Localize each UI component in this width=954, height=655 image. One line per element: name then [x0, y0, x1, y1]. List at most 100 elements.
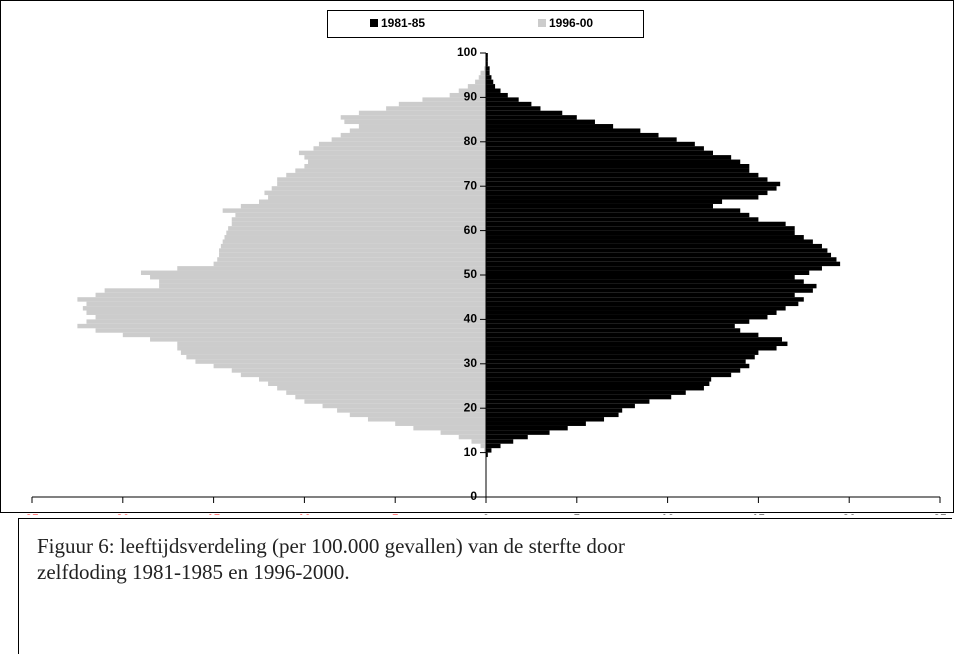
bar: [486, 359, 746, 364]
bar: [486, 190, 768, 196]
bar: [486, 301, 799, 307]
bar: [295, 394, 486, 400]
bar: [486, 439, 514, 444]
y-tick-label: 80: [464, 134, 478, 148]
bar: [486, 421, 586, 426]
bar: [458, 434, 486, 440]
bar: [228, 226, 487, 231]
bar: [486, 390, 686, 395]
bar: [486, 177, 768, 182]
bar: [486, 261, 841, 267]
bar: [486, 70, 490, 76]
bar: [486, 146, 704, 151]
bar: [486, 132, 659, 138]
bar: [219, 252, 486, 258]
bar: [349, 412, 486, 418]
bar: [259, 199, 486, 204]
bar: [486, 403, 635, 409]
bar: [486, 235, 804, 240]
bar: [486, 203, 713, 209]
bar: [486, 248, 828, 253]
bar: [486, 124, 614, 129]
bar: [486, 354, 755, 360]
bar: [486, 266, 822, 271]
bar: [159, 279, 486, 284]
bar: [486, 199, 723, 204]
bar: [486, 164, 750, 169]
bar: [277, 181, 486, 187]
bar: [486, 84, 496, 89]
bar: [484, 66, 486, 71]
y-tick-label: 50: [464, 267, 478, 281]
bar: [486, 239, 813, 244]
bar: [486, 323, 735, 329]
legend-label: 1996-00: [549, 16, 593, 30]
bar: [486, 288, 813, 293]
bar: [486, 110, 563, 116]
bar: [177, 266, 486, 271]
bar: [413, 425, 486, 431]
bar: [486, 208, 741, 213]
bar: [486, 221, 786, 227]
bar: [486, 106, 541, 111]
bar: [349, 128, 486, 133]
bar: [486, 217, 759, 222]
bar: [240, 203, 486, 209]
bar: [77, 323, 487, 329]
bar: [486, 430, 550, 435]
bar: [177, 346, 486, 351]
legend-swatch: [370, 19, 378, 27]
bar: [486, 346, 777, 351]
bar: [150, 275, 487, 280]
bar: [337, 408, 486, 413]
bar: [486, 155, 732, 160]
bar: [486, 195, 759, 200]
bar: [95, 292, 486, 298]
bar: [367, 417, 486, 422]
bar: [475, 79, 486, 85]
x-tick-label: 0: [483, 512, 490, 515]
bar: [486, 283, 817, 289]
bar: [177, 341, 486, 347]
bar: [486, 332, 759, 338]
bar: [486, 412, 619, 418]
bar: [358, 124, 486, 129]
bar: [304, 164, 486, 169]
bar: [486, 53, 488, 58]
bar: [264, 190, 486, 196]
bar: [331, 137, 486, 142]
x-tick-label: 20: [116, 512, 130, 515]
y-tick-label: 10: [464, 445, 478, 459]
bar: [180, 350, 487, 355]
bar: [486, 119, 595, 125]
bar: [486, 314, 768, 320]
x-tick-label: 25: [933, 512, 947, 515]
bar: [195, 359, 486, 364]
bar: [231, 221, 486, 227]
bar: [340, 132, 486, 138]
bar: [486, 181, 781, 187]
bar: [358, 110, 486, 116]
bar: [486, 257, 837, 262]
bar: [82, 306, 487, 311]
bar: [224, 235, 486, 240]
legend-swatch: [538, 19, 546, 27]
caption-line: Figuur 6: leeftijdsverdeling (per 100.00…: [37, 534, 625, 558]
bar: [268, 195, 486, 200]
bar: [226, 230, 486, 236]
bar: [486, 243, 822, 249]
bar: [486, 310, 777, 315]
legend-label: 1981-85: [381, 16, 425, 30]
bar: [486, 75, 492, 80]
bar: [486, 275, 795, 280]
bar: [340, 115, 486, 120]
bar: [486, 394, 672, 400]
bar: [298, 150, 486, 156]
bar: [471, 439, 486, 444]
bar: [486, 386, 704, 391]
bar: [486, 88, 501, 93]
bar: [486, 252, 832, 258]
bar: [318, 141, 486, 147]
bar: [486, 212, 750, 218]
bar: [395, 421, 486, 426]
